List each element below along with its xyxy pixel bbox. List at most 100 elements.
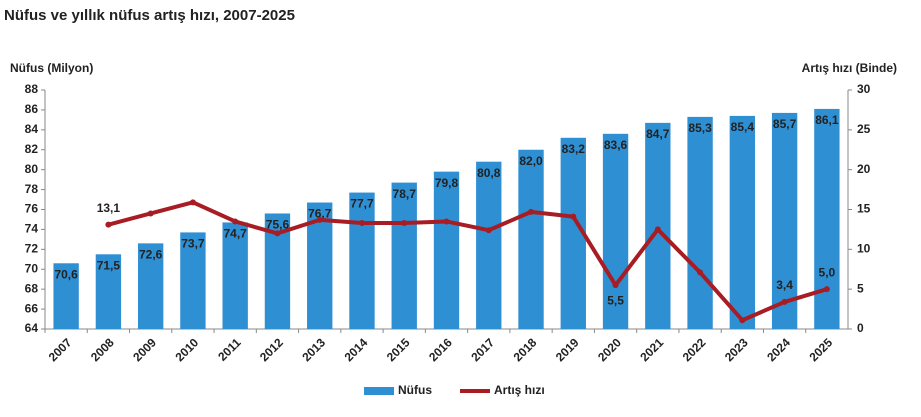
bar	[476, 161, 502, 329]
bar-value-label: 85,4	[731, 120, 755, 134]
x-tick-label: 2018	[511, 335, 540, 364]
line-point	[654, 226, 661, 233]
line-point	[274, 230, 281, 237]
line-value-label: 5,5	[607, 293, 624, 307]
bar-value-label: 76,7	[308, 207, 332, 221]
line	[107, 200, 828, 323]
chart-title: Nüfus ve yıllık nüfus artış hızı, 2007-2…	[4, 7, 295, 24]
line-value-label: 13,1	[97, 201, 121, 215]
x-tick-label: 2023	[722, 335, 751, 364]
legend-label: Nüfus	[398, 383, 432, 397]
line-point	[823, 286, 830, 293]
line-point	[401, 220, 408, 227]
y-tick-label: 72	[25, 242, 39, 256]
bar-value-label: 78,7	[393, 187, 417, 201]
x-tick-label: 2016	[426, 335, 455, 364]
y2-tick-label: 25	[857, 122, 871, 136]
x-tick-label: 2022	[680, 335, 709, 364]
line-point	[528, 208, 535, 215]
y-tick-label: 80	[25, 162, 39, 176]
bar	[95, 254, 122, 329]
y-tick-label: 76	[25, 202, 39, 216]
x-tick-label: 2007	[46, 335, 75, 364]
bar	[137, 243, 164, 329]
line-point	[189, 199, 196, 206]
line-point	[612, 282, 619, 289]
y2-tick-label: 20	[857, 162, 871, 176]
bar-value-label: 79,8	[435, 176, 459, 190]
line-point	[485, 227, 492, 234]
line-point	[358, 220, 365, 227]
bar-value-label: 82,0	[519, 154, 543, 168]
bar-value-label: 75,6	[266, 218, 290, 232]
legend-swatch	[364, 387, 394, 395]
y-tick-label: 64	[25, 321, 39, 335]
bar	[222, 222, 248, 329]
y-tick-label: 68	[25, 281, 39, 295]
x-tick-label: 2014	[342, 335, 371, 364]
y-tick-label: 78	[25, 182, 39, 196]
bar	[645, 122, 671, 329]
y-tick-label: 88	[25, 82, 39, 96]
bar-value-label: 85,7	[773, 117, 797, 131]
y-tick-label: 66	[25, 301, 39, 315]
line-value-label: 5,0	[819, 265, 836, 279]
bar-value-label: 83,6	[604, 138, 628, 152]
y-tick-label: 84	[25, 122, 39, 136]
y-tick-label: 82	[25, 142, 39, 156]
bar-value-label: 71,5	[97, 258, 121, 272]
bar	[180, 232, 206, 329]
x-tick-label: 2025	[806, 335, 835, 364]
bar-value-label: 73,7	[181, 237, 205, 251]
line-point	[232, 218, 239, 225]
x-tick-label: 2009	[130, 335, 159, 364]
y2-tick-label: 5	[857, 281, 864, 295]
x-tick-label: 2017	[468, 335, 497, 364]
y2-tick-label: 0	[857, 321, 864, 335]
bar	[518, 149, 544, 329]
y2-tick-label: 10	[857, 242, 871, 256]
y2-tick-label: 15	[857, 202, 871, 216]
bar-value-label: 86,1	[815, 113, 839, 127]
line-value-label: 3,4	[776, 278, 793, 292]
bar-value-label: 80,8	[477, 166, 501, 180]
y-tick-label: 70	[25, 261, 39, 275]
line-point	[570, 213, 577, 220]
y2-axis-title: Artış hızı (Binde)	[802, 61, 897, 75]
y2-tick-label: 30	[857, 82, 871, 96]
x-tick-label: 2008	[88, 335, 117, 364]
legend-label: Artış hızı	[494, 383, 545, 397]
x-tick-label: 2015	[384, 335, 413, 364]
x-tick-label: 2013	[299, 335, 328, 364]
line-point	[105, 221, 112, 228]
bar-value-label: 72,6	[139, 248, 163, 262]
line-point	[147, 210, 154, 217]
x-tick-label: 2021	[637, 335, 666, 364]
line-point	[316, 216, 323, 223]
bar	[391, 182, 417, 329]
line-point	[781, 298, 788, 305]
bar-value-label: 85,3	[688, 121, 712, 135]
bar	[602, 133, 629, 329]
x-tick-label: 2012	[257, 335, 286, 364]
y-axis-title: Nüfus (Milyon)	[10, 61, 93, 75]
bar-value-label: 74,7	[224, 227, 248, 241]
bar	[771, 112, 798, 329]
x-tick-label: 2010	[173, 335, 202, 364]
bar-value-label: 83,2	[562, 142, 586, 156]
bar-value-label: 70,6	[54, 267, 78, 281]
bar	[687, 116, 713, 329]
y-tick-label: 86	[25, 102, 39, 116]
bar-value-label: 84,7	[646, 127, 670, 141]
bar	[729, 115, 756, 330]
line-point	[739, 317, 746, 324]
bar	[349, 192, 375, 329]
bar	[433, 171, 460, 329]
bar-value-label: 77,7	[350, 197, 374, 211]
x-tick-label: 2011	[215, 335, 244, 364]
line-point	[697, 269, 704, 276]
x-tick-label: 2019	[553, 335, 582, 364]
y-tick-label: 74	[25, 222, 39, 236]
x-tick-label: 2024	[764, 335, 793, 364]
line-point	[443, 218, 450, 225]
